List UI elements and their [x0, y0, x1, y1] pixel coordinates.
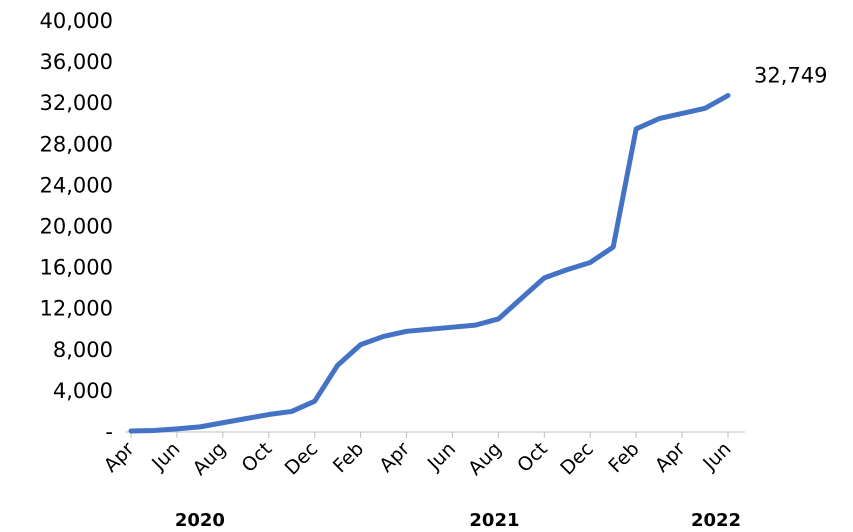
y-tick-label: 40,000	[40, 9, 113, 33]
x-tick-label: Apr	[651, 438, 690, 477]
y-tick-label: 24,000	[40, 173, 113, 197]
x-tick-label: Dec	[556, 438, 598, 480]
end-value-label: 32,749	[754, 64, 827, 88]
y-tick-label: 12,000	[40, 297, 113, 321]
year-labels: 2020 2021 2022	[175, 510, 741, 531]
x-tick-label: Jun	[698, 438, 735, 475]
y-tick-label: 20,000	[40, 215, 113, 239]
x-tick-label: Oct	[513, 438, 552, 477]
x-tick-label: Oct	[238, 438, 277, 477]
y-tick-label: 36,000	[40, 50, 113, 74]
year-label: 2021	[469, 510, 519, 531]
year-label: 2022	[691, 510, 741, 531]
x-tick-label: Aug	[189, 438, 231, 480]
y-tick-label: 32,000	[40, 91, 113, 115]
x-tick-label: Apr	[375, 438, 414, 477]
x-tick-label: Jun	[147, 438, 184, 475]
x-tick-label: Feb	[329, 438, 368, 477]
x-tick-label: Jun	[423, 438, 460, 475]
series-group	[128, 93, 731, 434]
x-tick-label: Aug	[464, 438, 506, 480]
y-tick-label: 16,000	[40, 256, 113, 280]
x-tick-label: Feb	[604, 438, 643, 477]
x-axis-ticks: Apr Jun Aug Oct Dec Feb Apr Jun Aug Oct Dec Feb Apr J…	[100, 432, 736, 480]
series-line	[128, 93, 731, 434]
y-tick-label: 4,000	[53, 379, 113, 403]
x-tick-label: Dec	[281, 438, 323, 480]
y-tick-label: -	[105, 420, 113, 444]
y-tick-label: 28,000	[40, 132, 113, 156]
y-axis-ticks: - 4,000 8,000 12,000 16,000 20,000 24,000 28,00…	[40, 9, 113, 444]
y-tick-label: 8,000	[53, 338, 113, 362]
year-label: 2020	[175, 510, 225, 531]
